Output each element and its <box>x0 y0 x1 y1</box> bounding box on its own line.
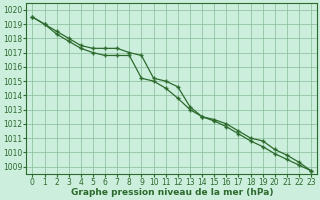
X-axis label: Graphe pression niveau de la mer (hPa): Graphe pression niveau de la mer (hPa) <box>70 188 273 197</box>
